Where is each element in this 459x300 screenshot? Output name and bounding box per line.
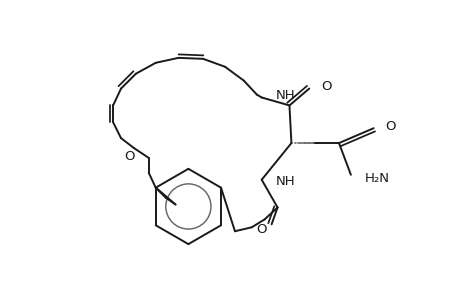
Text: NH: NH — [275, 89, 295, 102]
Text: O: O — [385, 120, 395, 133]
Text: O: O — [256, 223, 266, 236]
Text: NH: NH — [275, 175, 295, 188]
Text: H₂N: H₂N — [364, 172, 389, 185]
Text: O: O — [320, 80, 331, 93]
Text: O: O — [124, 150, 134, 164]
